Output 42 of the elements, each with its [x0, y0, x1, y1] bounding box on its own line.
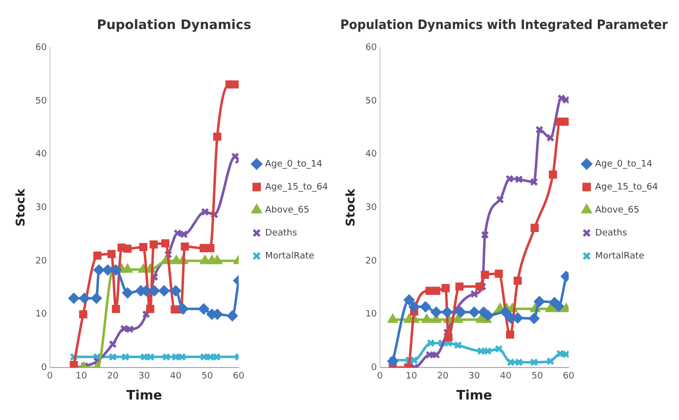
y-tick-label: 30 [365, 202, 378, 213]
legend-label: Deaths [265, 228, 298, 238]
x-tick-label: 40 [170, 371, 182, 382]
y-tick-label: 60 [35, 42, 48, 53]
x-tick-label: 50 [201, 371, 214, 382]
y-tick-label: 50 [365, 96, 378, 106]
y-tick-label: 10 [35, 310, 48, 320]
y-tick-label: 50 [35, 96, 48, 106]
legend-label: Age_0_to_14 [265, 159, 323, 170]
y-tick-label: 30 [35, 202, 48, 213]
x-tick-label: 10 [406, 371, 418, 382]
x-tick-label: 10 [76, 371, 88, 382]
y-tick-label: 0 [371, 362, 378, 373]
y-tick-label: 20 [35, 256, 48, 266]
x-tick-label: 40 [500, 371, 512, 382]
y-tick-label: 40 [35, 150, 48, 160]
chart-title: Pupolation Dynamics [96, 18, 252, 34]
y-tick-label: 10 [365, 310, 378, 320]
x-tick-label: 20 [437, 371, 449, 382]
y-tick-label: 40 [365, 150, 378, 160]
x-axis-title: Time [456, 388, 492, 404]
legend-label: Deaths [595, 228, 628, 238]
x-axis-title: Time [126, 388, 162, 404]
legend-label: Age_0_to_14 [595, 159, 653, 170]
x-tick-label: 20 [107, 371, 119, 382]
y-tick-label: 0 [41, 362, 48, 373]
legend-label: Above_65 [265, 205, 310, 216]
y-axis-title: Stock [343, 188, 358, 226]
legend-label: Age_15_to_64 [265, 182, 328, 192]
legend-label: Above_65 [595, 205, 640, 216]
y-tick-label: 20 [365, 256, 378, 266]
legend-label: MortalRate [265, 251, 315, 262]
legend-label: Age_15_to_64 [595, 182, 658, 192]
x-tick-label: 30 [138, 371, 150, 382]
chart-title: Population Dynamics with Integrated Parameter [340, 16, 669, 32]
x-tick-label: 50 [531, 371, 544, 382]
legend-label: MortalRate [595, 251, 645, 262]
x-tick-label: 30 [468, 371, 480, 382]
x-tick-label: 60 [562, 371, 575, 382]
x-tick-label: 60 [232, 371, 245, 382]
y-tick-label: 60 [365, 42, 378, 53]
y-axis-title: Stock [13, 188, 28, 226]
